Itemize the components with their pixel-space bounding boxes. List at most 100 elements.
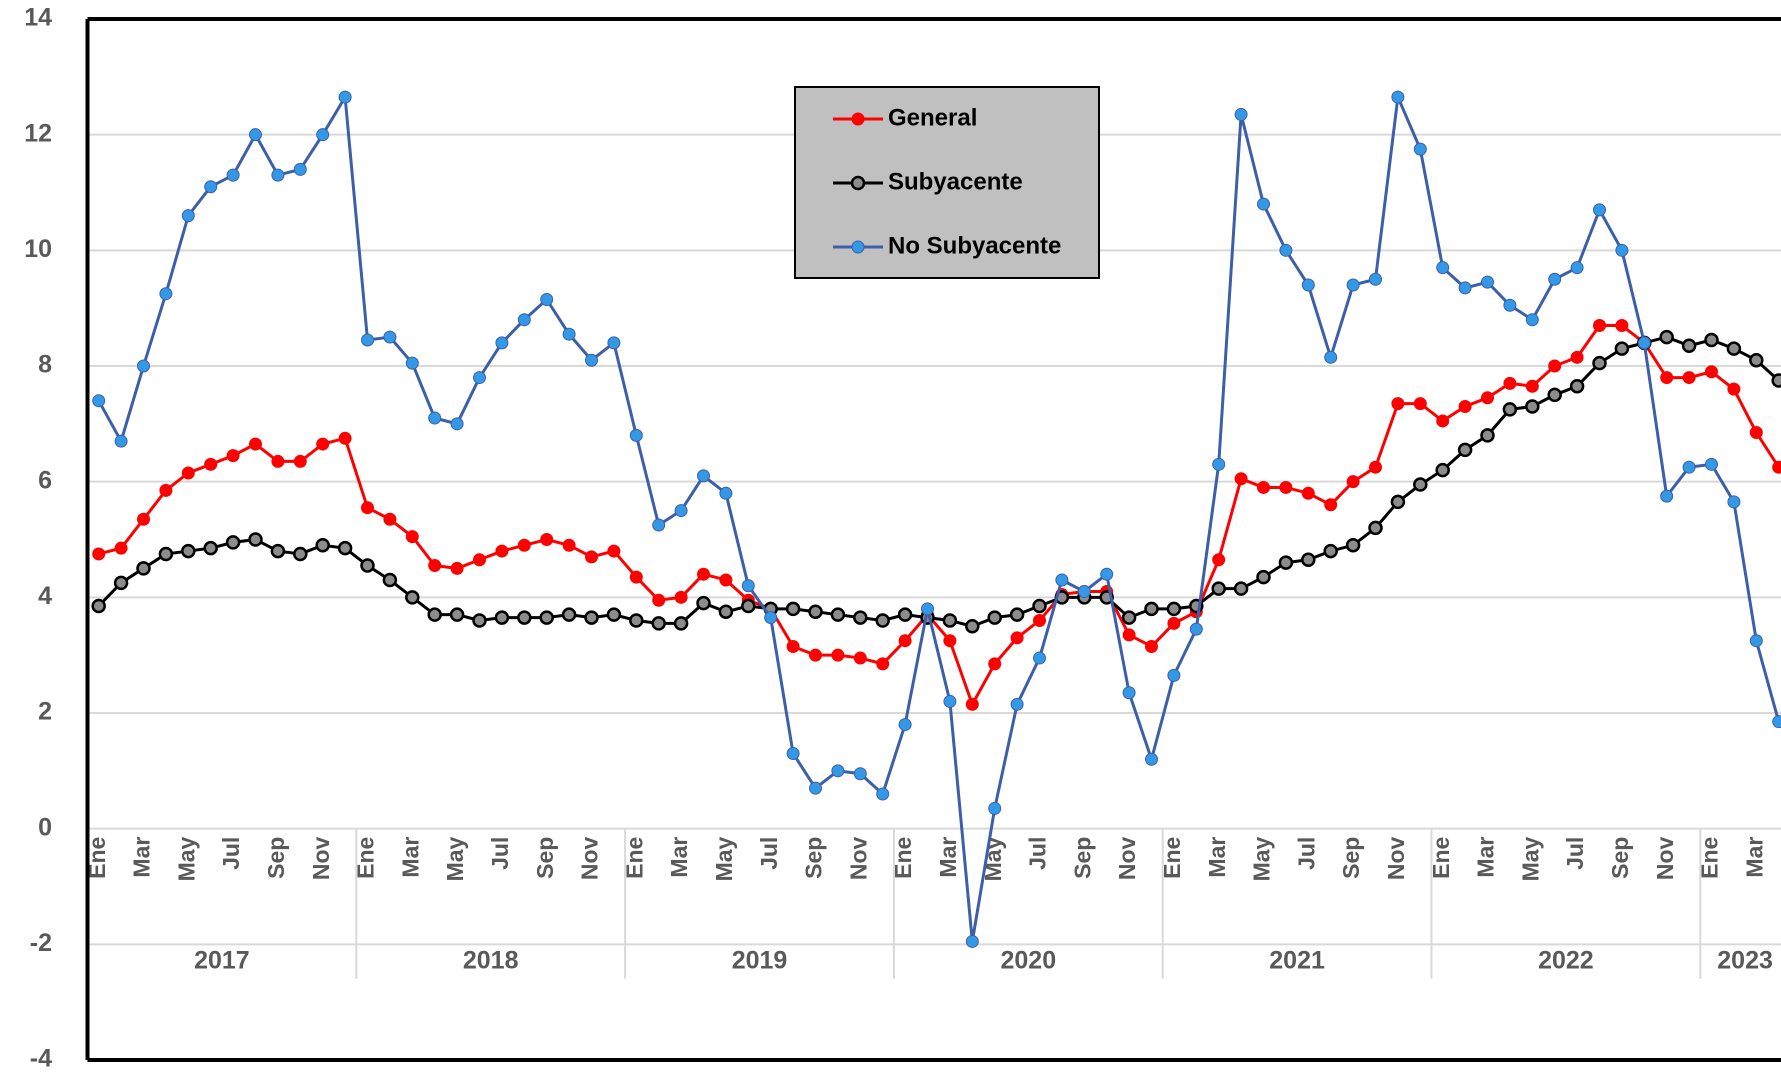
data-point <box>1705 457 1718 471</box>
data-point <box>1771 373 1781 388</box>
data-point <box>1391 90 1405 104</box>
y-tick-label: 10 <box>24 235 52 263</box>
legend-marker <box>850 175 866 191</box>
data-point <box>1390 494 1406 510</box>
data-point <box>1145 752 1158 766</box>
data-point <box>449 607 465 622</box>
data-point <box>1614 341 1630 356</box>
data-point <box>137 359 150 373</box>
x-tick-label: Sep <box>532 837 558 879</box>
x-tick-label: Jul <box>1025 837 1051 870</box>
data-point <box>764 611 778 625</box>
data-point <box>271 168 285 182</box>
data-point <box>361 501 374 515</box>
data-point <box>1749 426 1763 440</box>
data-point <box>181 543 196 559</box>
data-point <box>607 544 621 558</box>
data-point <box>181 209 195 223</box>
data-point <box>1010 631 1024 645</box>
data-point <box>1233 581 1249 596</box>
data-point <box>1435 462 1450 478</box>
data-point <box>1637 336 1651 350</box>
x-tick-label: May <box>1517 836 1543 881</box>
data-point <box>853 610 868 625</box>
data-point <box>1682 460 1696 474</box>
y-tick-label: 4 <box>38 582 52 610</box>
data-point <box>876 787 890 801</box>
data-point <box>181 466 195 480</box>
data-point <box>539 610 554 625</box>
data-point <box>1458 281 1472 295</box>
data-point <box>853 651 867 665</box>
data-point <box>159 287 173 301</box>
data-point <box>1122 628 1136 642</box>
data-point <box>1166 601 1182 617</box>
data-point <box>1436 414 1450 428</box>
data-point <box>562 538 576 552</box>
data-point <box>1525 379 1539 393</box>
x-tick-label: Jul <box>218 837 244 870</box>
data-point <box>361 333 374 347</box>
data-point <box>809 781 822 795</box>
series-line <box>98 324 1780 708</box>
data-point <box>1033 651 1046 665</box>
data-point <box>1681 338 1697 354</box>
data-point <box>450 417 464 431</box>
data-point <box>561 607 577 622</box>
data-point <box>383 330 397 344</box>
data-point <box>383 512 397 526</box>
data-point <box>1257 197 1270 211</box>
data-point <box>1727 495 1741 509</box>
legend-label: Subyacente <box>888 168 1023 195</box>
data-point <box>808 604 823 620</box>
data-point <box>249 437 262 451</box>
data-point <box>652 593 666 607</box>
data-point <box>607 336 621 350</box>
data-point <box>943 694 957 708</box>
data-point <box>271 454 285 468</box>
data-point <box>629 613 644 628</box>
data-point <box>1279 480 1293 494</box>
data-point <box>1391 397 1405 411</box>
x-tick-label: May <box>173 836 199 881</box>
data-point <box>1055 573 1069 587</box>
data-point <box>113 575 129 591</box>
year-label: 2022 <box>1538 946 1594 974</box>
x-tick-label: Mar <box>129 837 155 878</box>
data-point <box>473 553 486 567</box>
data-point <box>1481 391 1494 405</box>
x-tick-label: Sep <box>263 837 289 879</box>
data-point <box>1212 553 1226 567</box>
x-tick-label: Mar <box>666 837 692 878</box>
data-point <box>382 572 398 588</box>
data-point <box>1324 498 1338 512</box>
data-point <box>898 634 912 648</box>
data-point <box>1570 261 1584 275</box>
data-point <box>1548 272 1562 286</box>
data-point <box>225 535 241 550</box>
x-tick-label: Jul <box>1293 837 1319 870</box>
x-tick-label: Sep <box>801 837 827 879</box>
data-point <box>629 428 643 442</box>
y-tick-label: 0 <box>38 813 52 841</box>
y-tick-label: 2 <box>38 698 52 726</box>
data-point <box>1569 378 1585 394</box>
x-tick-label: Nov <box>1114 836 1140 880</box>
x-tick-label: Sep <box>1069 837 1095 879</box>
x-tick-label: Sep <box>1338 837 1364 879</box>
data-point <box>674 504 688 518</box>
data-point <box>427 607 442 622</box>
data-point <box>1481 275 1494 289</box>
legend-label: No Subyacente <box>888 232 1061 259</box>
year-label: 2021 <box>1269 946 1325 974</box>
data-point <box>1682 371 1696 385</box>
data-point <box>495 336 509 350</box>
x-tick-label: Mar <box>1473 837 1499 878</box>
data-point <box>517 610 532 625</box>
data-point <box>853 767 867 781</box>
y-tick-label: 14 <box>24 4 52 32</box>
data-point <box>1772 715 1781 729</box>
data-point <box>1615 243 1629 257</box>
data-point <box>428 559 442 573</box>
data-point <box>428 411 442 425</box>
